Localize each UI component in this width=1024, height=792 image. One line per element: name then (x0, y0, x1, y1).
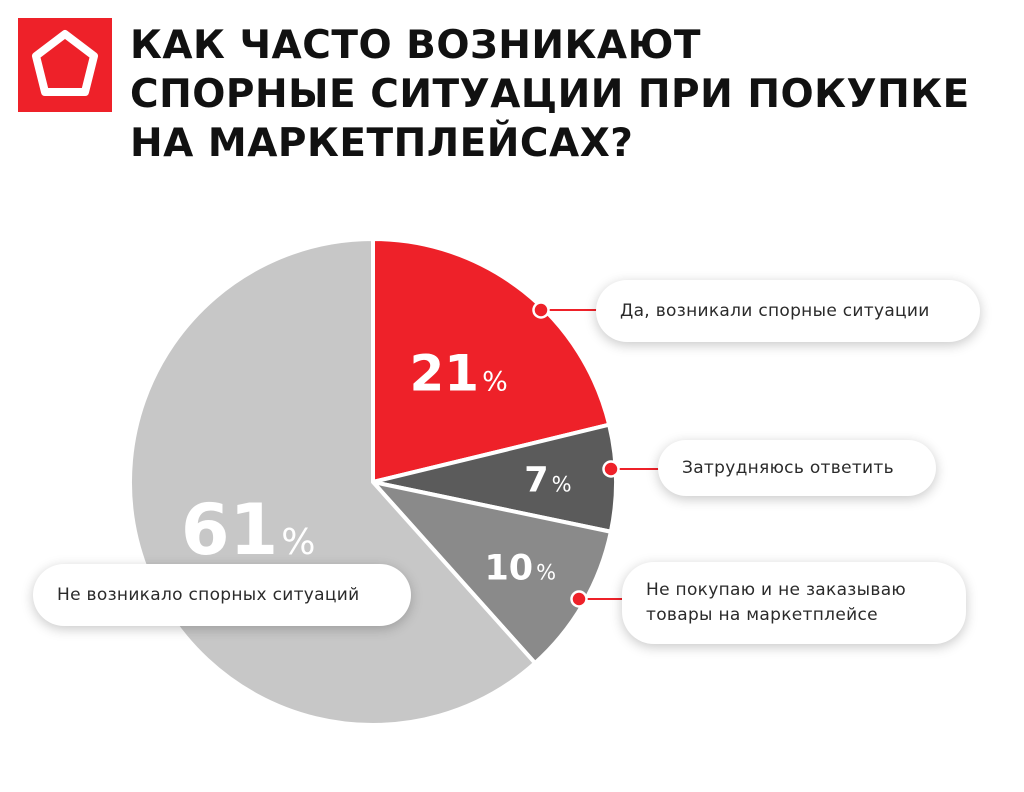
legend-callout-not-buying: Не покупаю и не заказываю товары на марк… (622, 562, 966, 644)
value-label-unit: % (552, 472, 572, 496)
value-label-number: 7 (524, 460, 548, 500)
connector-dot (532, 301, 550, 319)
value-label-number: 10 (484, 548, 533, 588)
pentagon-logo-icon (32, 30, 98, 96)
title-line: на маркетплейсах? (130, 121, 634, 166)
legend-label: Не возникало спорных ситуаций (57, 584, 360, 605)
page-title: Как часто возникают спорные ситуации при… (130, 21, 1010, 168)
value-label-number: 61 (181, 489, 278, 571)
legend-callout-undecided: Затрудняюсь ответить (658, 440, 936, 496)
connector-dot (570, 590, 588, 608)
legend-label: Затрудняюсь ответить (682, 457, 894, 478)
legend-callout-yes: Да, возникали спорные ситуации (596, 280, 980, 342)
legend-callout-no: Не возникало спорных ситуаций (33, 564, 411, 626)
slice-undecided (371, 422, 618, 534)
brand-logo (18, 18, 112, 112)
legend-label: Да, возникали спорные ситуации (620, 300, 930, 321)
value-label-unit: % (482, 367, 508, 398)
value-label-number: 21 (409, 345, 479, 403)
title-line: спорные ситуации при покупке (130, 72, 970, 117)
slice-yes (371, 237, 612, 484)
value-label-unit: % (281, 522, 315, 563)
title-line: Как часто возникают (130, 23, 701, 68)
connector-dot (602, 460, 620, 478)
legend-label: товары на маркетплейсе (646, 605, 878, 625)
value-label-unit: % (536, 560, 556, 584)
value-label: 21% (409, 345, 507, 403)
legend-label: Не покупаю и не заказываю (646, 580, 907, 600)
value-label: 61% (181, 489, 316, 571)
value-label: 10% (484, 548, 556, 588)
value-label: 7% (524, 460, 571, 500)
